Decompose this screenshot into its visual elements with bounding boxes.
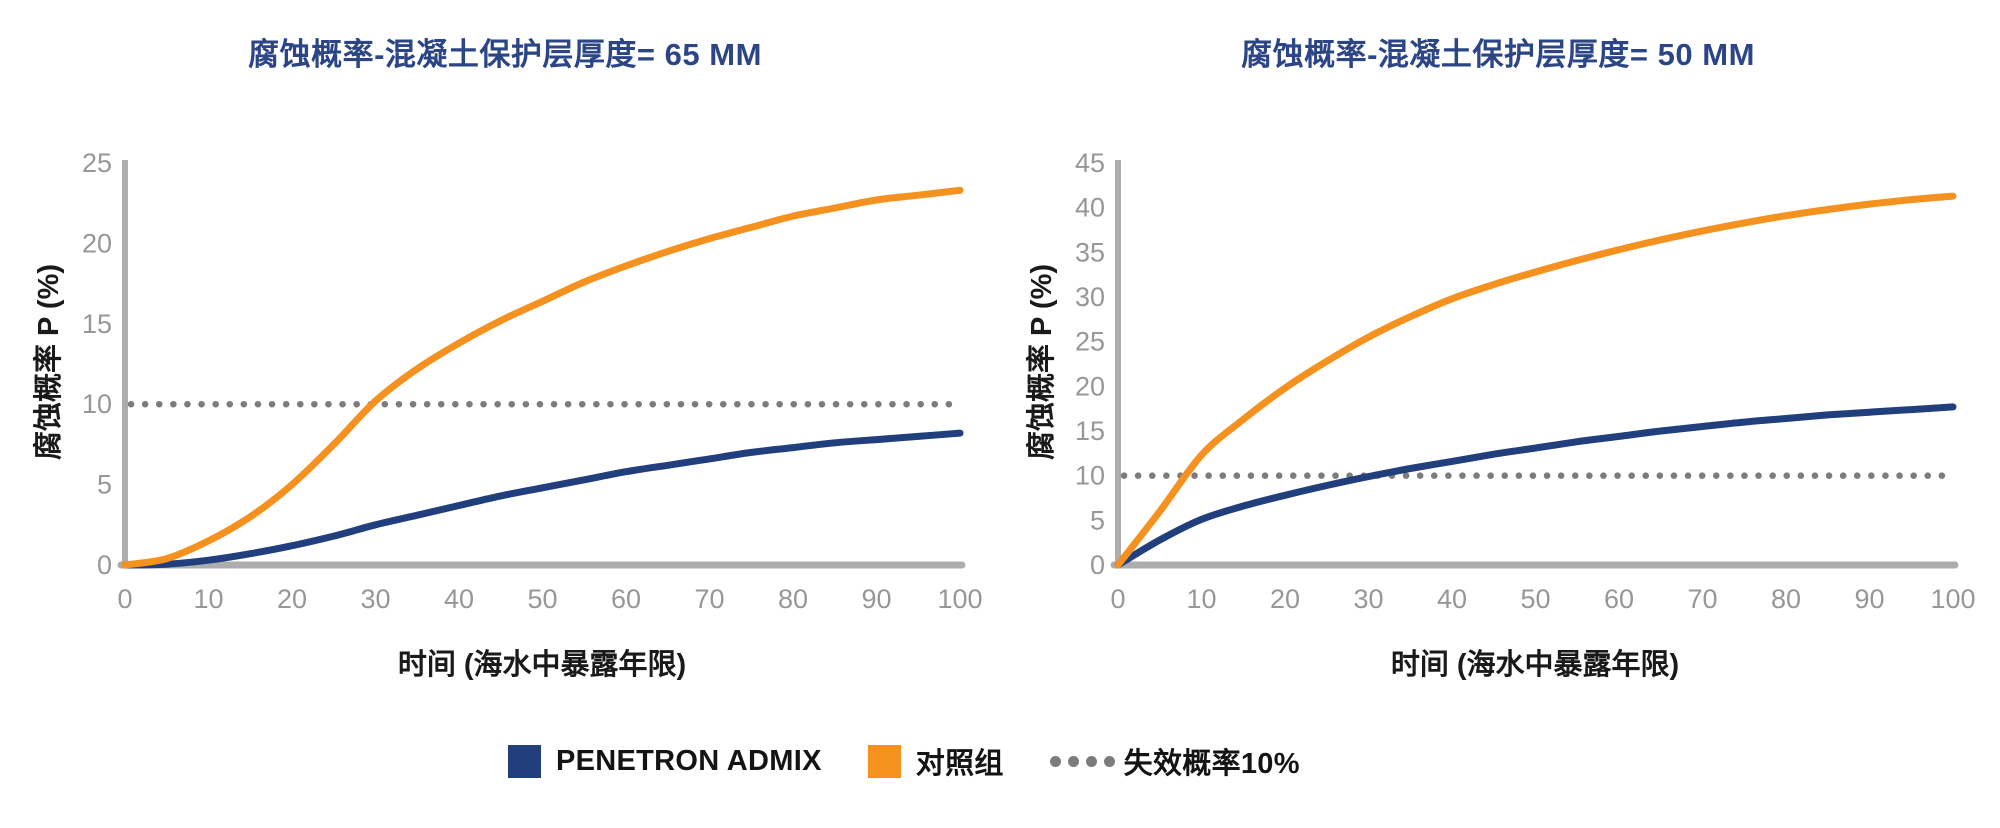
svg-text:70: 70 <box>1687 584 1717 614</box>
svg-text:25: 25 <box>1075 327 1105 357</box>
svg-text:40: 40 <box>1437 584 1467 614</box>
plot-area-50mm: 0 10 20 30 40 50 60 70 80 90 100 0 5 10 15 20 25 30 35 40 45 <box>1075 148 1976 614</box>
svg-text:0: 0 <box>117 584 132 614</box>
svg-text:5: 5 <box>97 470 112 500</box>
svg-text:15: 15 <box>1075 416 1105 446</box>
legend-item-failure-threshold: 失效概率10% <box>1049 740 1300 782</box>
x-axis-label-50mm: 时间 (海水中暴露年限) <box>1390 649 1680 681</box>
legend-label-penetron-admix: PENETRON ADMIX <box>556 744 822 777</box>
svg-text:10: 10 <box>193 584 223 614</box>
svg-text:0: 0 <box>97 550 112 580</box>
y-axis-label-50mm: 腐蚀概率 P (%) <box>1026 263 1058 461</box>
dotted-line-swatch-icon <box>1049 755 1115 767</box>
control-group-swatch-icon <box>867 744 901 778</box>
legend: PENETRON ADMIX 对照组 失效概率10% <box>508 740 1300 782</box>
legend-item-penetron-admix: PENETRON ADMIX <box>508 744 822 778</box>
svg-text:20: 20 <box>1075 371 1105 401</box>
chart-title-50mm: 腐蚀概率-混凝土保护层厚度= 50 MM <box>1241 37 1755 72</box>
svg-text:5: 5 <box>1090 505 1105 535</box>
svg-text:30: 30 <box>1353 584 1383 614</box>
svg-text:40: 40 <box>444 584 474 614</box>
svg-text:10: 10 <box>1075 461 1105 491</box>
svg-text:80: 80 <box>778 584 808 614</box>
legend-label-control-group: 对照组 <box>915 748 1004 780</box>
y-axis-label-65mm: 腐蚀概率 P (%) <box>33 263 65 461</box>
svg-text:60: 60 <box>1604 584 1634 614</box>
svg-text:50: 50 <box>527 584 557 614</box>
svg-text:35: 35 <box>1075 237 1105 267</box>
svg-text:0: 0 <box>1110 584 1125 614</box>
svg-text:20: 20 <box>277 584 307 614</box>
chart-cover-50mm: 腐蚀概率-混凝土保护层厚度= 50 MM 腐蚀概率 P (%) 0 10 20 30 4… <box>1013 30 1983 683</box>
plot-area-65mm: 0 10 20 30 40 50 60 70 80 90 100 0 5 10 15 20 25 <box>82 148 983 614</box>
svg-text:15: 15 <box>82 309 112 339</box>
legend-label-failure-threshold: 失效概率10% <box>1123 748 1300 780</box>
penetron-admix-swatch-icon <box>508 744 541 778</box>
svg-text:25: 25 <box>82 148 112 178</box>
svg-text:20: 20 <box>82 228 112 258</box>
svg-text:60: 60 <box>611 584 641 614</box>
svg-text:90: 90 <box>861 584 891 614</box>
x-axis-label-65mm: 时间 (海水中暴露年限) <box>397 649 687 681</box>
svg-text:80: 80 <box>1771 584 1801 614</box>
svg-text:90: 90 <box>1854 584 1884 614</box>
svg-text:30: 30 <box>1075 282 1105 312</box>
svg-text:10: 10 <box>1186 584 1216 614</box>
svg-text:70: 70 <box>694 584 724 614</box>
svg-text:10: 10 <box>82 389 112 419</box>
svg-text:40: 40 <box>1075 193 1105 223</box>
svg-text:0: 0 <box>1090 550 1105 580</box>
svg-text:50: 50 <box>1520 584 1550 614</box>
svg-text:20: 20 <box>1270 584 1300 614</box>
svg-text:100: 100 <box>937 584 982 614</box>
svg-text:100: 100 <box>1930 584 1975 614</box>
chart-cover-65mm: 腐蚀概率-混凝土保护层厚度= 65 MM 腐蚀概率 P (%) 0 10 20 30 4… <box>20 30 990 683</box>
legend-item-control-group: 对照组 <box>867 740 1004 782</box>
svg-text:30: 30 <box>360 584 390 614</box>
svg-text:45: 45 <box>1075 148 1105 178</box>
chart-title-65mm: 腐蚀概率-混凝土保护层厚度= 65 MM <box>248 37 762 72</box>
